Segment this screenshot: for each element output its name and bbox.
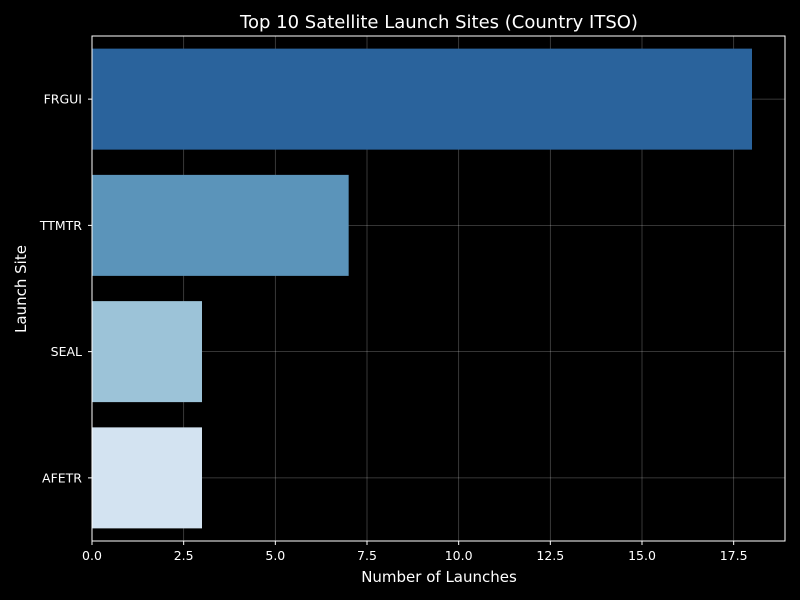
y-axis-label: Launch Site (12, 245, 30, 333)
x-tick-label: 10.0 (445, 548, 473, 563)
x-tick-label: 12.5 (536, 548, 564, 563)
bar-frgui (92, 48, 752, 150)
y-tick-label: FRGUI (44, 92, 82, 107)
y-axis-ticks: FRGUI TTMTR SEAL AFETR (39, 92, 92, 485)
x-tick-label: 5.0 (265, 548, 285, 563)
x-axis-label: Number of Launches (361, 568, 517, 586)
x-tick-label: 7.5 (357, 548, 377, 563)
chart-title: Top 10 Satellite Launch Sites (Country I… (239, 12, 638, 33)
x-tick-label: 2.5 (174, 548, 194, 563)
x-tick-label: 0.0 (82, 548, 102, 563)
bars (92, 48, 752, 529)
bar-ttmtr (92, 174, 349, 276)
x-tick-label: 15.0 (628, 548, 656, 563)
x-axis-ticks: 0.0 2.5 5.0 7.5 10.0 12.5 15.0 17.5 (82, 541, 748, 563)
y-tick-label: AFETR (42, 470, 82, 485)
x-tick-label: 17.5 (720, 548, 748, 563)
plot-frame (91, 35, 786, 542)
bar-afetr (92, 427, 202, 529)
y-tick-label: SEAL (51, 344, 82, 359)
y-tick-label: TTMTR (39, 218, 82, 233)
bar-seal (92, 301, 202, 403)
